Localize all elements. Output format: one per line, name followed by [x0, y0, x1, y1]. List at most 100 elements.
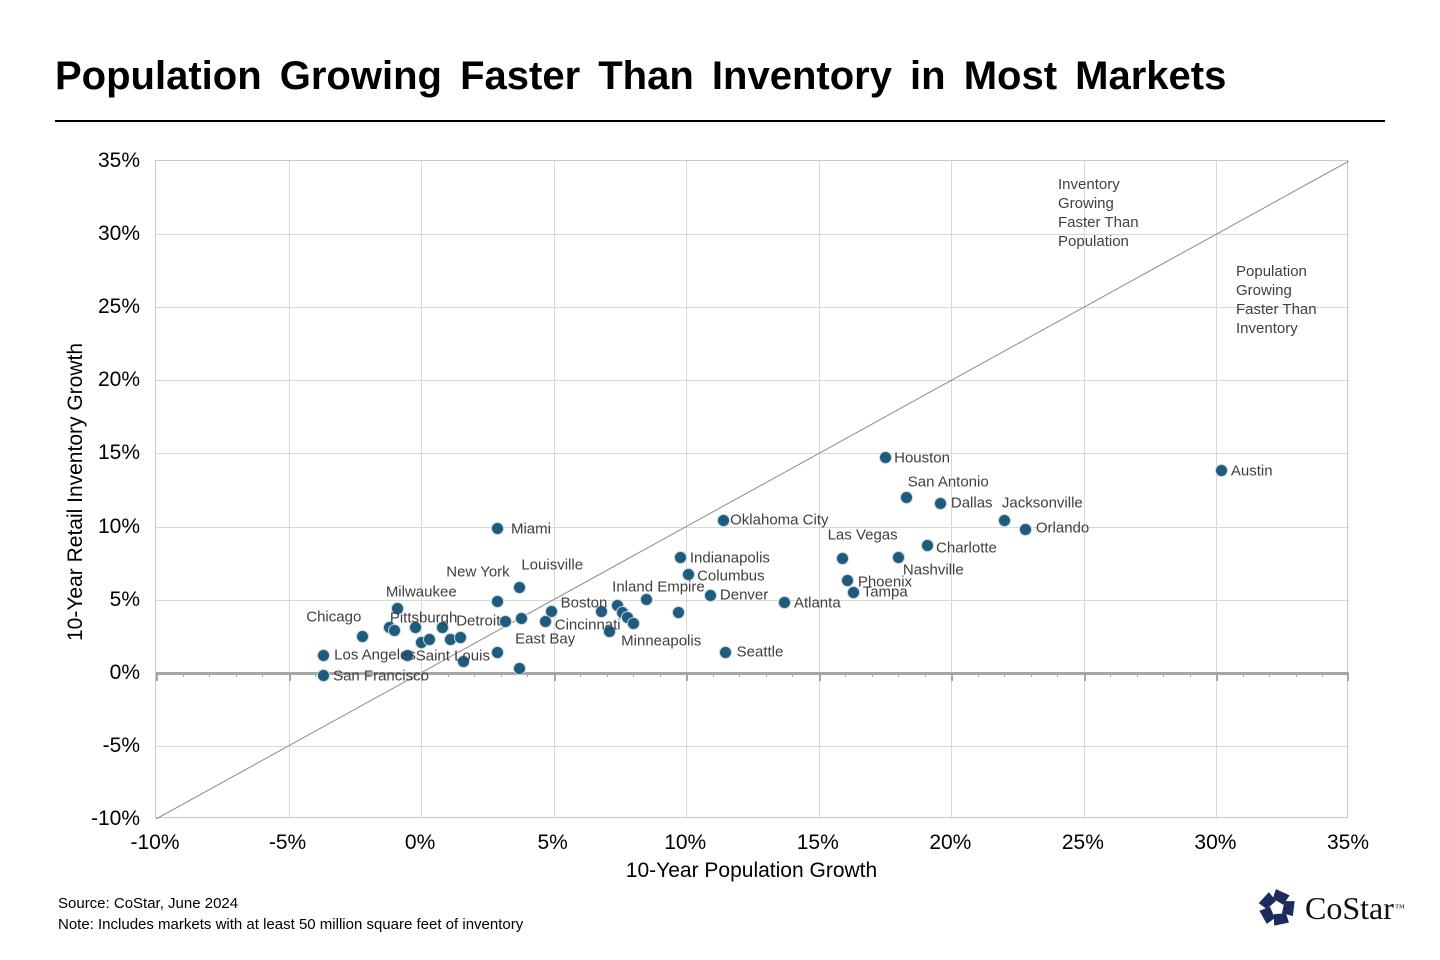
- gridline: [818, 161, 820, 819]
- data-point-label: Inland Empire: [612, 578, 705, 596]
- data-point: [1215, 464, 1229, 478]
- data-point-label: Miami: [510, 520, 551, 538]
- data-point: [878, 451, 892, 465]
- axis-tick: [421, 671, 424, 681]
- costar-trademark: ™: [1394, 902, 1405, 914]
- data-point-label: Charlotte: [936, 539, 997, 557]
- gridline: [421, 161, 423, 819]
- tick-label: 10%: [664, 831, 707, 854]
- data-point: [594, 604, 608, 618]
- data-point-label: San Antonio: [907, 473, 989, 491]
- data-point-label: East Bay: [515, 630, 576, 648]
- axis-tick: [394, 671, 396, 677]
- axis-tick: [1189, 671, 1191, 677]
- data-point-label: Houston: [894, 449, 950, 467]
- axis-tick: [792, 671, 794, 677]
- data-point: [356, 629, 370, 643]
- gridline: [156, 599, 1349, 601]
- tick-label: 0%: [109, 660, 140, 684]
- data-point-label: Seattle: [736, 643, 784, 661]
- inventory-note: Note: Includes markets with at least 50 …: [58, 916, 524, 933]
- axis-tick: [500, 671, 502, 677]
- data-point: [719, 645, 733, 659]
- data-point: [846, 585, 860, 599]
- axis-tick: [659, 671, 661, 677]
- quadrant-annotation: Inventory Growing Faster Than Population: [1058, 176, 1139, 250]
- data-point: [841, 574, 855, 588]
- axis-tick: [1269, 671, 1271, 677]
- data-point-label: Milwaukee: [385, 583, 457, 601]
- axis-tick: [553, 671, 556, 681]
- data-point: [836, 552, 850, 566]
- data-point: [777, 596, 791, 610]
- data-point-label: Detroit: [456, 612, 501, 630]
- axis-tick: [1030, 671, 1032, 677]
- data-point-label: Los Angeles: [334, 646, 416, 664]
- axis-tick: [633, 671, 635, 677]
- data-point: [512, 661, 526, 675]
- data-point: [409, 620, 423, 634]
- tick-label: -10%: [90, 807, 140, 830]
- diagonal-reference-line: [156, 161, 1349, 819]
- gridline: [1216, 161, 1218, 819]
- data-point: [491, 521, 505, 535]
- data-point-label: New York: [446, 563, 510, 581]
- tick-label: 20%: [929, 831, 972, 854]
- tick-label: 30%: [1194, 831, 1237, 854]
- gridline: [156, 234, 1349, 236]
- axis-tick: [739, 671, 741, 677]
- data-point-label: Louisville: [521, 556, 584, 574]
- costar-logo: CoStar ™: [1256, 884, 1405, 932]
- axis-tick: [951, 671, 954, 681]
- axis-tick: [341, 671, 343, 677]
- data-point-label: Austin: [1230, 462, 1273, 480]
- data-point: [997, 514, 1011, 528]
- axis-tick: [924, 671, 926, 677]
- costar-logo-icon: [1258, 889, 1295, 926]
- data-point-label: Atlanta: [793, 594, 841, 612]
- data-point: [491, 645, 505, 659]
- data-point-label: Orlando: [1035, 519, 1090, 537]
- data-point: [512, 581, 526, 595]
- data-point: [639, 593, 653, 607]
- title-divider: [55, 120, 1385, 122]
- tick-label: 25%: [1061, 831, 1104, 854]
- data-point: [388, 623, 402, 637]
- data-point-label: Phoenix: [857, 573, 913, 591]
- gridline: [1083, 161, 1085, 819]
- data-point: [934, 496, 948, 510]
- gridline: [156, 745, 1349, 747]
- axis-tick: [580, 671, 582, 677]
- tick-label: 5%: [109, 587, 140, 611]
- data-point: [899, 490, 913, 504]
- data-point-label: Minneapolis: [621, 632, 702, 650]
- data-point: [401, 648, 415, 662]
- axis-tick: [686, 671, 689, 681]
- data-point-label: Boston: [560, 594, 608, 612]
- tick-label: 35%: [1326, 831, 1370, 854]
- data-point: [457, 654, 471, 668]
- data-point: [602, 625, 616, 639]
- tick-label: 30%: [97, 222, 140, 246]
- axis-tick: [262, 671, 264, 677]
- gridline: [156, 307, 1349, 309]
- data-point-label: Cincinnati: [554, 616, 621, 634]
- axis-tick: [1216, 671, 1219, 681]
- axis-tick: [1322, 671, 1324, 677]
- axis-tick: [1083, 671, 1086, 681]
- data-point: [316, 648, 330, 662]
- data-point: [891, 550, 905, 564]
- data-point: [316, 669, 330, 683]
- gridline: [553, 161, 555, 819]
- axis-tick: [156, 671, 158, 681]
- x-axis-zero-line: [156, 671, 1349, 675]
- gridline: [156, 380, 1349, 382]
- axis-tick: [182, 671, 184, 677]
- axis-tick: [288, 671, 291, 681]
- axis-tick: [712, 671, 714, 677]
- gridline: [288, 161, 290, 819]
- tick-label: 20%: [97, 368, 140, 392]
- tick-label: 5%: [537, 831, 568, 854]
- data-point-label: Chicago: [306, 608, 362, 626]
